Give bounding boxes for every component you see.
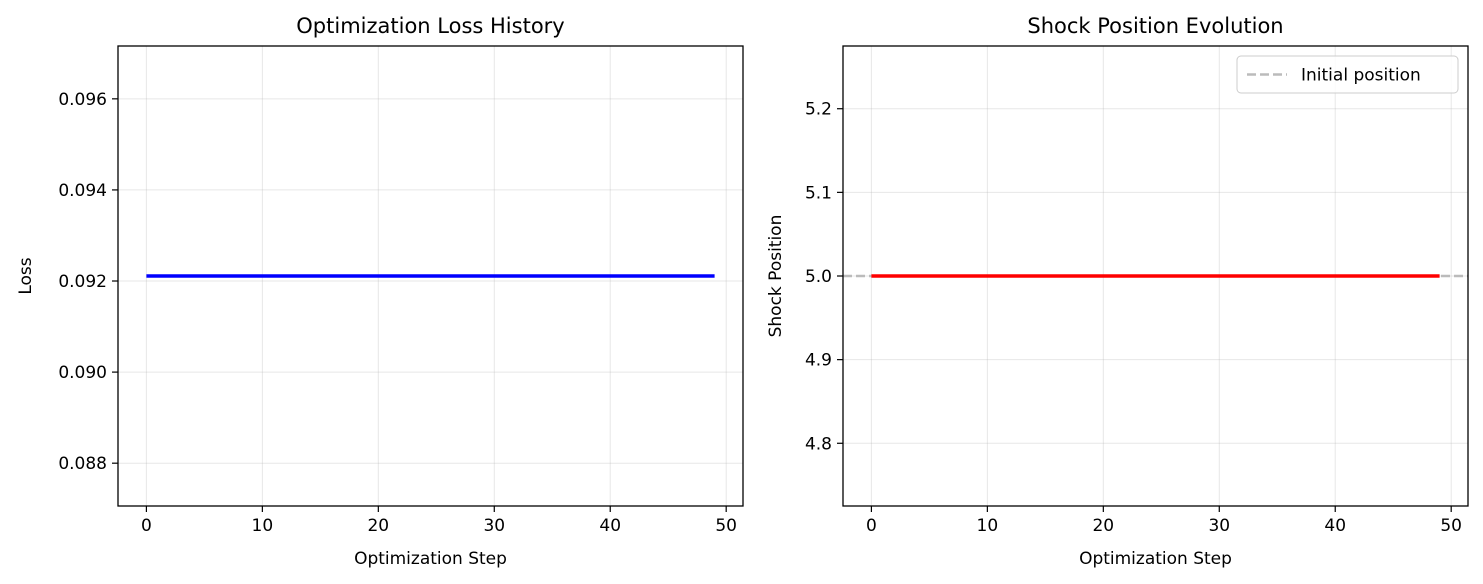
x-tick-label: 50 — [1440, 516, 1462, 536]
chart-title: Shock Position Evolution — [1027, 14, 1283, 38]
x-tick-label: 40 — [599, 516, 621, 536]
y-axis-label: Loss — [16, 257, 36, 294]
legend: Initial position — [1236, 55, 1459, 94]
x-axis-label: Optimization Step — [354, 549, 507, 569]
x-tick-label: 30 — [1208, 516, 1230, 536]
chart-panel-2: 0 10 20 30 40 50 4.8 4.9 5.0 5.1 5.2 Shock Position… — [766, 14, 1469, 569]
y-tick-label: 0.094 — [58, 181, 107, 201]
y-tick-label: 5.2 — [805, 100, 832, 120]
y-tick-label: 5.1 — [805, 183, 832, 203]
y-tick-label: 0.096 — [58, 90, 107, 110]
x-tick-label: 30 — [483, 516, 505, 536]
x-tick-label: 10 — [977, 516, 999, 536]
x-tick-label: 50 — [715, 516, 737, 536]
x-axis-label: Optimization Step — [1079, 549, 1232, 569]
y-axis-label: Shock Position — [766, 215, 786, 338]
axes-frame — [117, 45, 744, 507]
x-tick-label: 40 — [1324, 516, 1346, 536]
x-tick-label: 10 — [252, 516, 274, 536]
legend-label: Initial position — [1301, 66, 1421, 86]
y-tick-label: 4.9 — [805, 351, 832, 371]
y-tick-label: 4.8 — [805, 434, 832, 454]
x-tick-label: 20 — [367, 516, 389, 536]
chart-panel-1: 0 10 20 30 40 50 0.088 0.090 0.092 0.094 0.096 Opti… — [16, 14, 744, 569]
y-tick-label: 0.088 — [58, 454, 107, 474]
y-tick-label: 0.092 — [58, 272, 107, 292]
x-tick-label: 0 — [141, 516, 152, 536]
chart-title: Optimization Loss History — [296, 14, 564, 38]
y-tick-label: 0.090 — [58, 363, 107, 383]
x-tick-label: 0 — [866, 516, 877, 536]
x-tick-label: 20 — [1092, 516, 1114, 536]
y-tick-label: 5.0 — [805, 267, 832, 287]
legend-box — [1236, 55, 1459, 94]
